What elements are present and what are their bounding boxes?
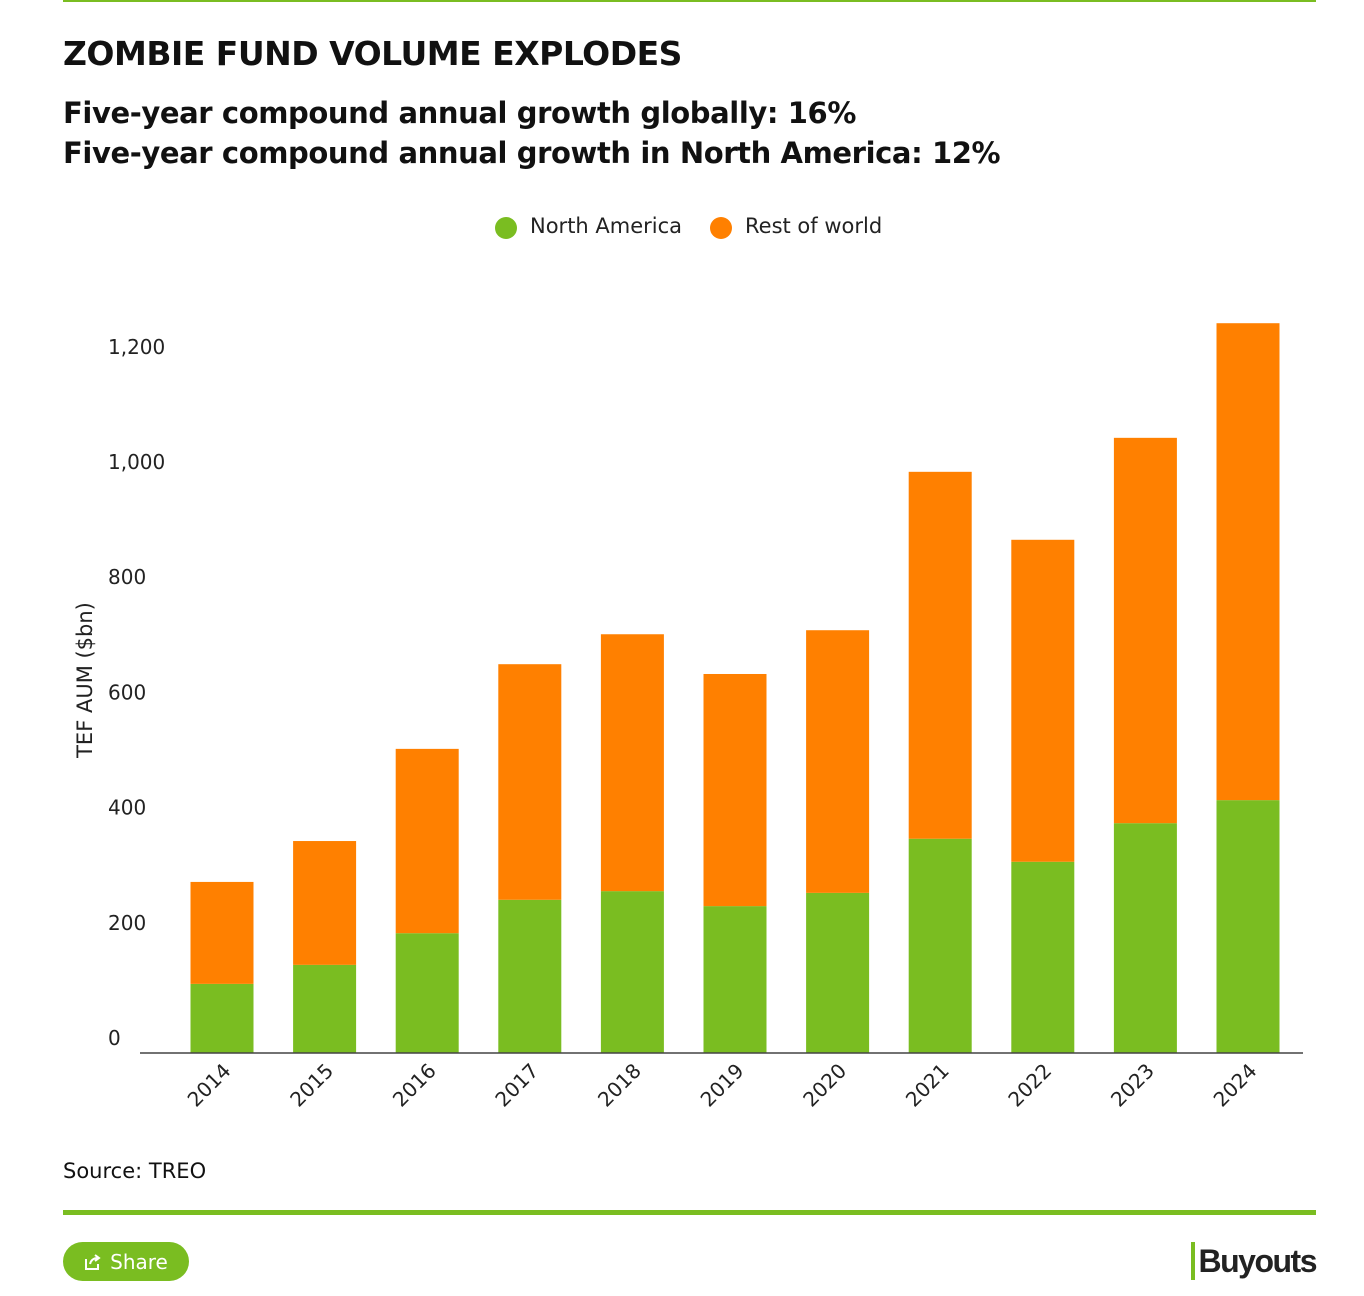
x-tick-label: 2020: [798, 1059, 851, 1112]
y-tick-label: 1,200: [108, 335, 165, 359]
x-tick-label: 2021: [901, 1059, 954, 1112]
buyouts-logo: Buyouts: [1190, 1242, 1317, 1280]
share-label: Share: [110, 1249, 168, 1274]
bar-2018-rest-of-world: [600, 634, 664, 892]
bar-2022-rest-of-world: [1011, 539, 1075, 862]
source-note: Source: TREO: [63, 1159, 207, 1183]
y-tick-label: 400: [108, 796, 146, 820]
subtitle-global: Five-year compound annual growth globall…: [63, 96, 856, 130]
bar-2020-north-america: [806, 892, 870, 1053]
bar-2021-rest-of-world: [908, 471, 972, 839]
bar-2016-north-america: [395, 933, 459, 1053]
chart-title: ZOMBIE FUND VOLUME EXPLODES: [63, 34, 682, 73]
legend-swatch-0: [495, 217, 517, 239]
bar-2015-rest-of-world: [293, 841, 357, 965]
legend-label-1: Rest of world: [745, 214, 882, 238]
y-tick-label: 0: [108, 1026, 121, 1050]
x-tick-label: 2014: [183, 1059, 236, 1112]
bar-2018-north-america: [600, 891, 664, 1053]
x-tick-label: 2016: [388, 1059, 441, 1112]
top-rule: [63, 0, 1316, 2]
y-tick-label: 800: [108, 565, 146, 589]
x-tick-label: 2015: [285, 1059, 338, 1112]
subtitle-north-america: Five-year compound annual growth in Nort…: [63, 136, 1001, 170]
bar-2014-north-america: [190, 983, 254, 1053]
y-tick-label: 600: [108, 680, 146, 704]
x-tick-label: 2024: [1209, 1059, 1262, 1112]
bar-2024-rest-of-world: [1216, 323, 1280, 801]
x-tick-label: 2023: [1106, 1059, 1159, 1112]
x-tick-label: 2018: [593, 1059, 646, 1112]
bar-2020-rest-of-world: [806, 630, 870, 893]
bottom-rule: [63, 1210, 1316, 1215]
share-icon: [85, 1253, 101, 1270]
bar-2023-north-america: [1113, 823, 1177, 1053]
legend-label-0: North America: [530, 214, 682, 238]
bar-2019-rest-of-world: [703, 673, 767, 907]
bar-2016-rest-of-world: [395, 748, 459, 934]
share-button[interactable]: Share: [63, 1242, 189, 1281]
bar-2024-north-america: [1216, 800, 1280, 1053]
x-tick-label: 2022: [1003, 1059, 1056, 1112]
bar-2014-rest-of-world: [190, 881, 254, 984]
y-tick-label: 200: [108, 911, 146, 935]
bar-2021-north-america: [908, 838, 972, 1053]
bar-2019-north-america: [703, 906, 767, 1053]
stacked-bar-chart: North America Rest of world 0 200 400 600 800 1…: [73, 214, 1303, 1112]
legend-swatch-1: [710, 217, 732, 239]
bar-2022-north-america: [1011, 861, 1075, 1053]
y-axis-label: TEF AUM ($bn): [73, 602, 97, 759]
bar-2017-north-america: [498, 899, 562, 1053]
bar-2015-north-america: [293, 964, 357, 1053]
x-tick-label: 2019: [696, 1059, 749, 1112]
y-tick-label: 1,000: [108, 450, 165, 474]
bar-2017-rest-of-world: [498, 664, 562, 900]
x-tick-label: 2017: [490, 1059, 543, 1112]
bar-2023-rest-of-world: [1113, 437, 1177, 824]
